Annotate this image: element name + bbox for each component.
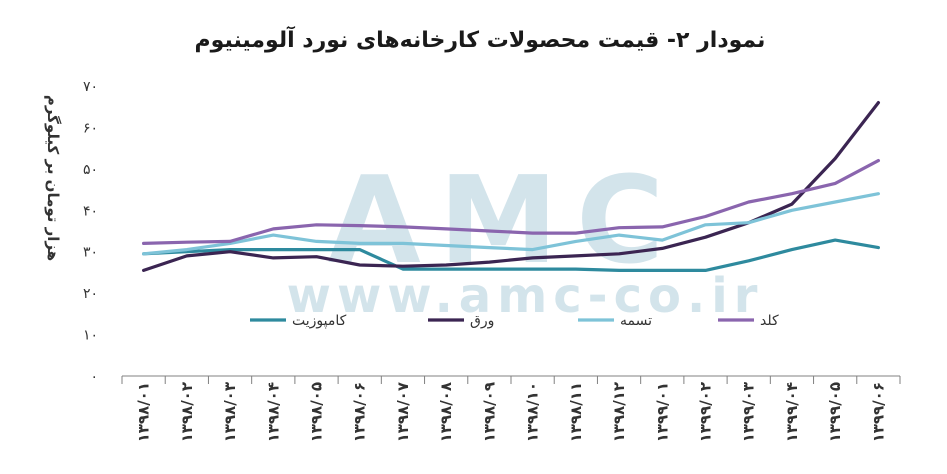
chart-title: نمودار ۲- قیمت محصولات کارخانه‌های نورد …	[195, 25, 766, 53]
legend: کامپوزیت ورق تسمه کلد	[250, 313, 779, 329]
x-tick-label: ۱۳۹۸/۰۷	[394, 382, 412, 442]
x-tick-label: ۱۳۹۸/۰۳	[221, 382, 239, 442]
legend-label: کلد	[760, 313, 779, 329]
y-tick-label: ۰	[90, 369, 98, 385]
watermark-url: www.amc-co.ir	[287, 268, 764, 324]
legend-label: کامپوزیت	[292, 313, 347, 329]
watermark: AMC www.amc-co.ir	[287, 152, 764, 324]
x-tick-label: ۱۳۹۹/۰۱	[653, 382, 671, 442]
x-tick-label: ۱۳۹۸/۱۰	[524, 382, 542, 442]
x-tick-label: ۱۳۹۸/۰۸	[437, 382, 455, 442]
x-tick-label: ۱۳۹۸/۰۴	[264, 382, 282, 442]
y-tick-label: ۲۰	[83, 286, 98, 302]
x-tick-label: ۱۳۹۸/۱۲	[610, 382, 628, 442]
y-tick-label: ۴۰	[83, 203, 98, 219]
x-axis: ۱۳۹۸/۰۱ ۱۳۹۸/۰۲ ۱۳۹۸/۰۳ ۱۳۹۸/۰۴ ۱۳۹۸/۰۵ ۱۳۹۸/…	[121, 375, 901, 442]
x-tick-label: ۱۳۹۸/۰۶	[351, 382, 369, 442]
x-tick-label: ۱۳۹۹/۰۲	[697, 382, 715, 442]
y-tick-label: ۷۰	[83, 79, 98, 95]
legend-label: ورق	[470, 313, 494, 329]
series-line-4	[142, 159, 881, 245]
y-tick-label: ۶۰	[83, 120, 98, 136]
x-tick-label: ۱۳۹۸/۰۹	[480, 382, 498, 442]
plot-area	[142, 100, 881, 272]
x-tick-label: ۱۳۹۹/۰۴	[783, 382, 801, 442]
y-tick-label: ۵۰	[83, 162, 98, 178]
y-axis-label: هزار تومان بر کیلوگرم	[44, 95, 62, 261]
y-tick-label: ۳۰	[83, 245, 98, 261]
x-tick-label: ۱۳۹۸/۰۱	[135, 382, 153, 442]
legend-label: تسمه	[620, 313, 652, 329]
y-tick-label: ۱۰	[83, 328, 98, 344]
series-line-3	[142, 192, 881, 256]
x-tick-label: ۱۳۹۸/۰۵	[308, 382, 326, 442]
x-tick-label: ۱۳۹۸/۱۱	[567, 382, 585, 442]
x-tick-label: ۱۳۹۹/۰۳	[740, 382, 758, 442]
x-tick-label: ۱۳۹۹/۰۵	[826, 382, 844, 442]
x-tick-label: ۱۳۹۹/۰۶	[869, 382, 887, 442]
y-axis-ticks: ۰ ۱۰ ۲۰ ۳۰ ۴۰ ۵۰ ۶۰ ۷۰	[83, 79, 98, 385]
x-tick-label: ۱۳۹۸/۰۲	[178, 382, 196, 442]
series-line-1	[142, 238, 881, 272]
